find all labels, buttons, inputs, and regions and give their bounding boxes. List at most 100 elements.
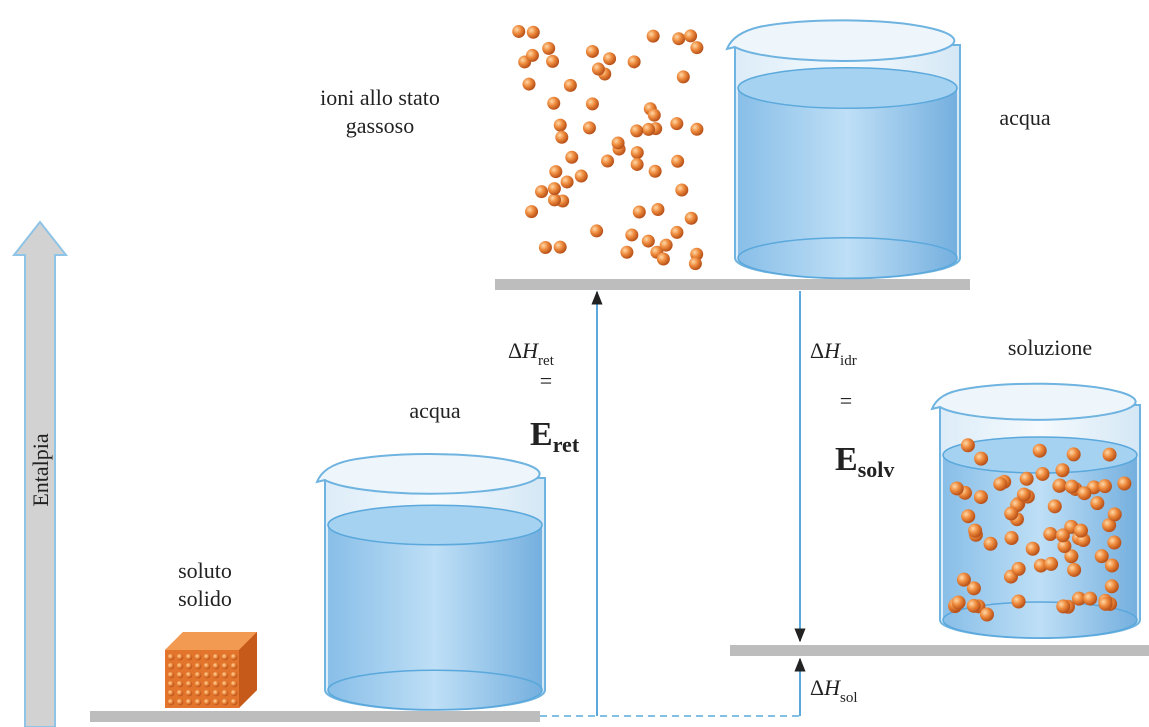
ion — [194, 662, 202, 670]
beaker-rim — [930, 382, 1137, 421]
ion — [203, 698, 211, 706]
ion — [1066, 447, 1081, 462]
ion — [688, 257, 702, 271]
water-surface — [737, 67, 958, 109]
ion — [176, 689, 184, 697]
ion — [684, 29, 698, 43]
beaker-base — [327, 669, 543, 711]
ion — [525, 205, 539, 219]
ion — [194, 698, 202, 706]
level-gas — [495, 279, 970, 290]
subscript: sol — [840, 690, 858, 706]
lattice-delta-h: ΔHret — [508, 338, 555, 369]
subscript: idr — [840, 353, 857, 369]
ion — [221, 662, 229, 670]
ion — [647, 108, 661, 122]
ion — [549, 165, 563, 179]
ion — [1077, 486, 1092, 501]
ion — [221, 698, 229, 706]
ion — [176, 680, 184, 688]
ion — [690, 122, 704, 136]
beaker — [315, 453, 546, 711]
ion — [547, 96, 561, 110]
solid-cube — [165, 632, 257, 708]
ion — [966, 581, 981, 596]
ion — [212, 662, 220, 670]
ion — [675, 183, 689, 197]
ion — [672, 32, 686, 46]
ion — [1107, 507, 1122, 522]
ion — [625, 228, 639, 242]
ion — [1071, 591, 1086, 606]
equals: = — [540, 368, 552, 393]
ion — [522, 77, 536, 91]
level-solution — [730, 645, 1149, 656]
ion — [973, 490, 988, 505]
ion — [960, 438, 975, 453]
ion — [1016, 487, 1031, 502]
hydration-energy: Esolv — [835, 441, 894, 482]
ion — [1102, 518, 1117, 533]
ion — [632, 205, 646, 219]
ion — [949, 481, 964, 496]
ion — [585, 97, 599, 111]
ion — [611, 136, 625, 150]
ion — [1052, 478, 1067, 493]
ion — [525, 48, 539, 62]
ion — [983, 536, 998, 551]
ion — [194, 689, 202, 697]
ion — [1102, 447, 1117, 462]
ion — [212, 653, 220, 661]
ion — [641, 234, 655, 248]
ion — [968, 523, 983, 538]
ion — [670, 225, 684, 239]
ion — [230, 680, 238, 688]
ion — [185, 689, 193, 697]
ion — [1104, 579, 1119, 594]
ion — [538, 241, 552, 255]
ion — [194, 653, 202, 661]
ion — [630, 124, 644, 138]
ion — [185, 671, 193, 679]
ion — [620, 245, 634, 259]
ion — [1035, 466, 1050, 481]
ion — [630, 157, 644, 171]
ion — [185, 653, 193, 661]
ion — [194, 680, 202, 688]
ion — [656, 252, 670, 266]
energy: E — [835, 441, 858, 478]
ion — [1056, 599, 1071, 614]
ion — [563, 78, 577, 92]
ion — [167, 653, 175, 661]
ion — [185, 680, 193, 688]
ion — [690, 41, 704, 55]
ion — [1073, 523, 1088, 538]
ion — [203, 662, 211, 670]
axis-label: Entalpia — [28, 433, 53, 507]
delta: Δ — [810, 338, 824, 363]
gas-ions-label: ioni allo stato — [320, 85, 440, 110]
ion — [167, 698, 175, 706]
ion — [230, 698, 238, 706]
equals: = — [840, 388, 852, 413]
ion — [547, 182, 561, 196]
ion — [651, 203, 665, 217]
lattice-energy: Eret — [530, 416, 580, 457]
ion — [951, 595, 966, 610]
ion — [1097, 479, 1112, 494]
solute-label: solido — [178, 586, 232, 611]
ion — [221, 689, 229, 697]
ion — [1067, 562, 1082, 577]
enthalpy-arrow — [11, 220, 69, 727]
ion — [1104, 558, 1119, 573]
ion — [553, 240, 567, 254]
ion — [1055, 528, 1070, 543]
water — [328, 525, 542, 710]
ion — [648, 164, 662, 178]
ion — [1107, 535, 1122, 550]
ion — [203, 671, 211, 679]
ion — [603, 52, 617, 66]
ion — [1064, 479, 1079, 494]
ion — [1098, 596, 1113, 611]
